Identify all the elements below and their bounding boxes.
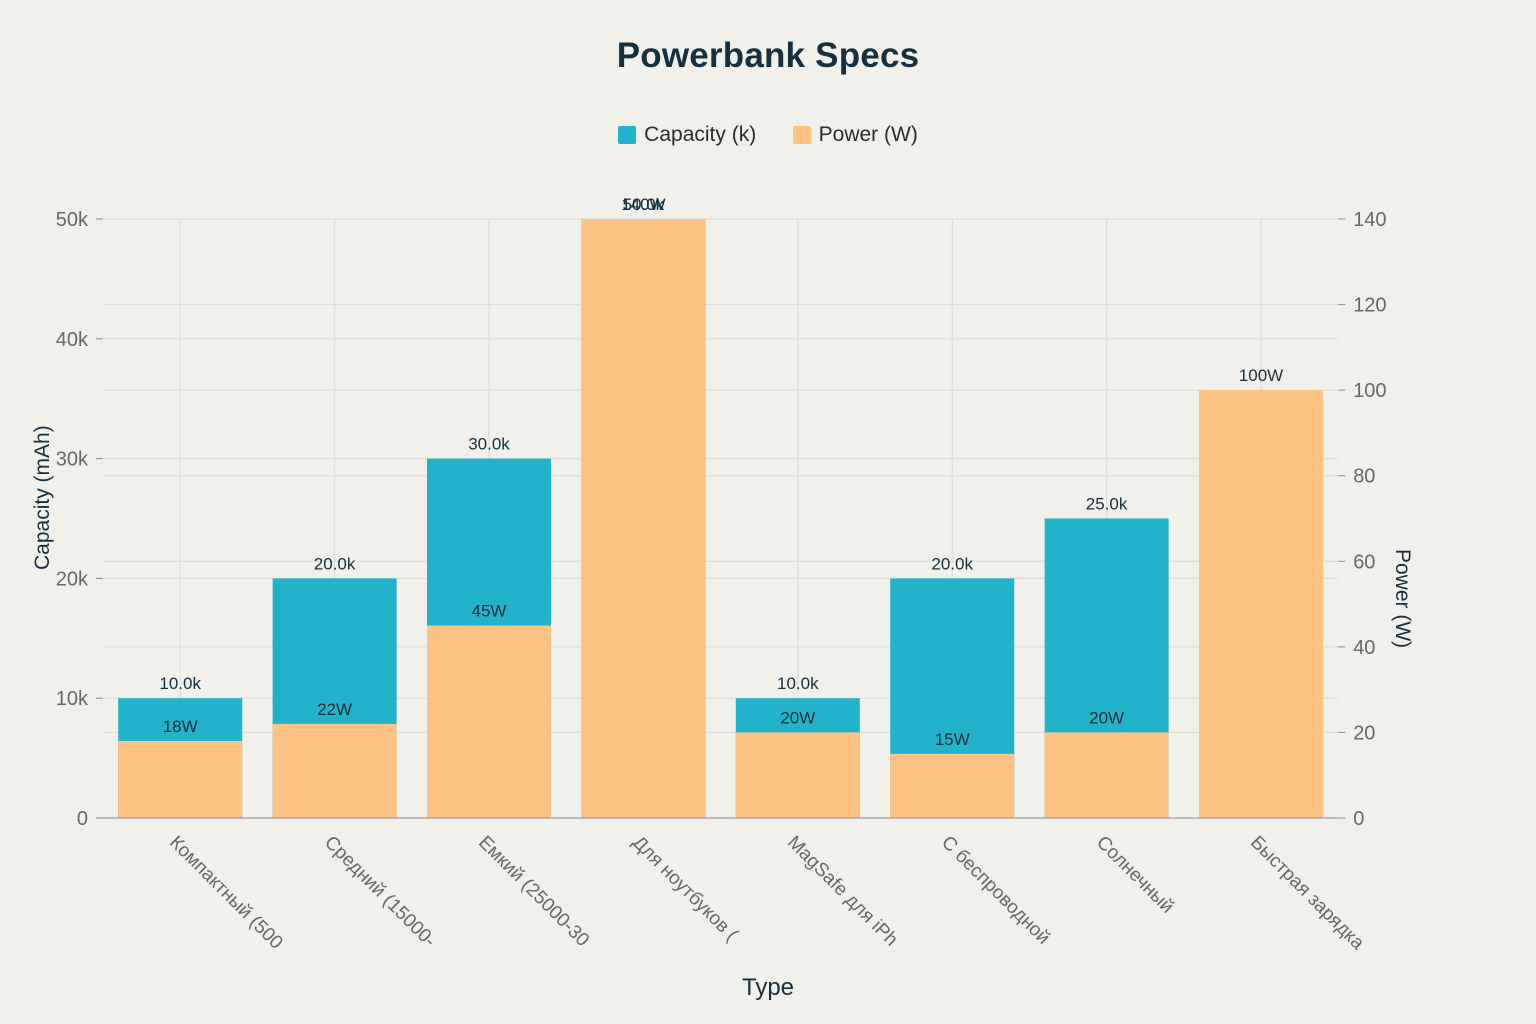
svg-text:40k: 40k	[56, 329, 89, 351]
svg-text:100W: 100W	[1239, 366, 1283, 385]
svg-text:22W: 22W	[317, 700, 352, 719]
svg-text:10.0k: 10.0k	[777, 674, 819, 693]
svg-text:100: 100	[1353, 380, 1386, 402]
svg-text:20.0k: 20.0k	[931, 554, 973, 573]
svg-text:140: 140	[1353, 209, 1386, 231]
svg-text:15W: 15W	[935, 730, 970, 749]
svg-text:50k: 50k	[56, 209, 89, 231]
svg-text:60: 60	[1353, 551, 1375, 573]
svg-text:30.0k: 30.0k	[468, 435, 510, 454]
svg-text:10.0k: 10.0k	[159, 674, 201, 693]
svg-text:10k: 10k	[56, 688, 89, 710]
svg-text:80: 80	[1353, 466, 1375, 488]
svg-text:20W: 20W	[1089, 708, 1124, 727]
svg-text:25.0k: 25.0k	[1086, 495, 1128, 514]
svg-text:20: 20	[1353, 722, 1375, 744]
svg-text:120: 120	[1353, 295, 1386, 317]
svg-text:18W: 18W	[163, 717, 198, 736]
svg-text:140W: 140W	[621, 195, 665, 214]
svg-text:45W: 45W	[472, 602, 507, 621]
svg-text:20W: 20W	[780, 708, 815, 727]
svg-text:40: 40	[1353, 637, 1375, 659]
svg-text:30k: 30k	[56, 449, 89, 471]
svg-text:0: 0	[1353, 808, 1364, 830]
svg-text:20k: 20k	[56, 568, 89, 590]
svg-text:0: 0	[77, 808, 88, 830]
svg-text:20.0k: 20.0k	[314, 554, 356, 573]
